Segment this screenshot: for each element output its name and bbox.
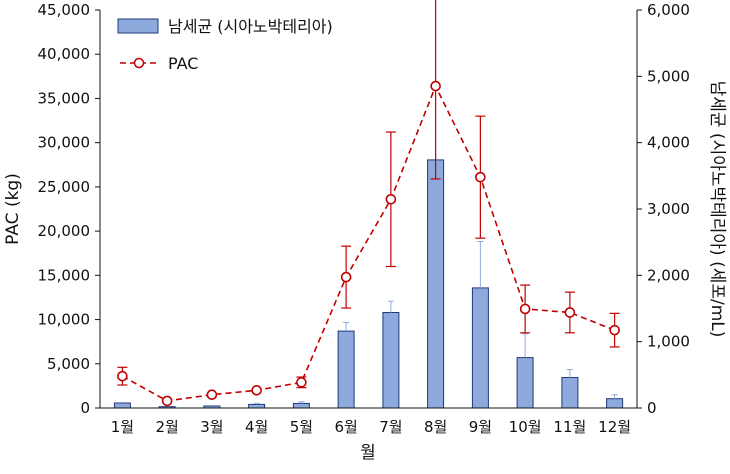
pac-point [609,324,620,336]
pac-point [251,385,262,396]
pac-point [340,271,352,283]
pac-point [117,370,128,382]
y-right-tick-label: 6,000 [647,1,690,19]
x-tick-label: 6월 [334,418,357,436]
x-tick-label: 11월 [553,418,586,436]
pac-line [122,84,615,402]
bar [561,377,579,409]
bar [337,330,355,409]
y-left-tick-label: 10,000 [38,311,91,329]
y-right-tick-label: 5,000 [647,67,690,85]
y-axis-left-title: PAC (kg) [3,173,23,245]
x-tick-label: 12월 [598,418,631,436]
pac-point [475,171,486,183]
bar [471,287,489,409]
pac-point [296,377,307,388]
x-tick-label: 5월 [290,418,313,436]
y-right-tick-label: 2,000 [647,266,690,284]
y-right-tick-label: 4,000 [647,134,690,152]
x-tick-label: 1월 [111,418,134,436]
legend-line-marker [133,57,145,69]
y-left-tick-label: 35,000 [38,89,91,107]
x-tick-label: 3월 [200,418,223,436]
y-axis-right-title: 남세균 (시아노박테리아) (세포/mL) [707,81,727,338]
pac-point [385,193,397,205]
x-tick-label: 4월 [245,418,268,436]
bar [113,402,131,409]
y-left-tick-label: 15,000 [38,266,91,284]
pac-point [519,303,531,315]
y-left-tick-label: 0 [80,399,90,417]
legend-bar-label: 남세균 (시아노박테리아) [168,17,333,36]
bar [382,312,400,409]
bar [292,402,310,409]
x-tick-label: 9월 [469,418,492,436]
x-tick-label: 2월 [155,418,178,436]
bar-series [113,159,624,409]
y-left-tick-label: 25,000 [38,178,91,196]
y-left-tick-label: 5,000 [47,355,90,373]
pac-line-series [117,0,620,407]
pac-point [161,395,173,407]
x-tick-label: 8월 [424,418,447,436]
legend: 남세균 (시아노박테리아) PAC [117,17,333,73]
y-left-tick-label: 45,000 [38,1,91,19]
tick-labels: 0 5,000 10,000 15,000 20,000 25,000 30,000 35,0… [38,1,690,436]
bar [606,398,624,409]
x-tick-label: 7월 [379,418,402,436]
bar [516,357,534,409]
pac-point [430,80,441,92]
y-right-tick-label: 0 [647,399,657,417]
pac-point [206,389,218,401]
x-axis-title: 월 [360,443,376,463]
x-tick-label: 10월 [509,418,542,436]
legend-bar-swatch [117,18,159,34]
bar [248,403,266,409]
y-right-tick-label: 3,000 [647,200,690,218]
y-left-tick-label: 20,000 [38,222,91,240]
legend-line-label: PAC [168,54,198,73]
y-left-tick-label: 30,000 [38,134,91,152]
pac-point [564,307,576,318]
y-right-tick-label: 1,000 [647,333,690,351]
y-left-tick-label: 40,000 [38,45,91,63]
bar [427,159,445,409]
